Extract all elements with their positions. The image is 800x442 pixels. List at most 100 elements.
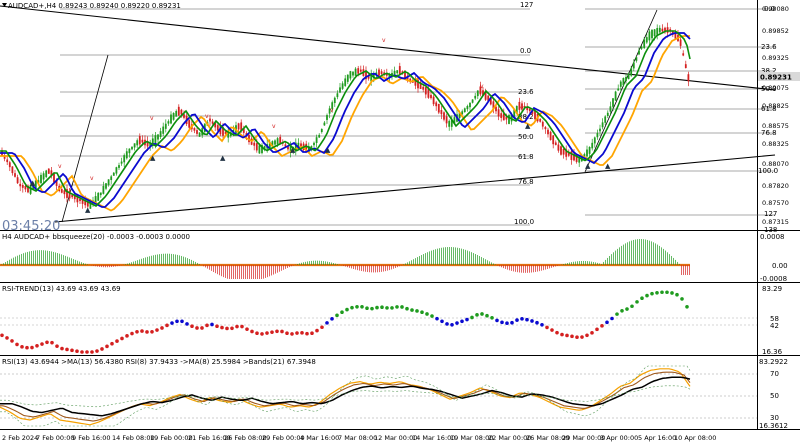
- candle-body: [68, 191, 71, 199]
- candle-body: [253, 142, 256, 146]
- bbsqueeze-scale: 0.0008 0.00 -0.0008: [760, 233, 788, 283]
- ma-fast-line: [0, 32, 691, 208]
- bbsqueeze-bar: [665, 250, 666, 265]
- candle-body: [515, 106, 518, 114]
- bbsqueeze-bar: [623, 244, 624, 265]
- bbsqueeze-bar: [187, 258, 188, 265]
- bbsqueeze-bar: [305, 261, 306, 265]
- rsi-trend-dot: [300, 331, 304, 335]
- candle-body: [21, 184, 24, 188]
- candle-body: [16, 177, 19, 184]
- bbsqueeze-bar: [127, 263, 128, 265]
- candle-body: [432, 96, 435, 105]
- support-trendline[interactable]: [54, 154, 776, 223]
- candle-body: [591, 142, 594, 149]
- rsi-trend-dot: [450, 323, 454, 327]
- candle-body: [482, 90, 484, 96]
- rsi-trend-dot: [645, 293, 649, 298]
- candle-body: [318, 134, 321, 138]
- rsi-trend-dot: [490, 316, 494, 320]
- bbsqueeze-bar: [557, 265, 558, 266]
- candle-body: [466, 106, 469, 110]
- bbsqueeze-bar: [489, 261, 490, 265]
- candle-body: [567, 153, 570, 156]
- rsi-trend-dot: [515, 318, 519, 322]
- bbsqueeze-bar: [95, 265, 96, 267]
- bbsqueeze-title: H4 AUDCAD+ bbsqueeze(20) -0.0003 -0.0003…: [2, 233, 190, 241]
- fibonacci-right[interactable]: [585, 8, 775, 216]
- rsi-trend-dot: [425, 312, 429, 316]
- bbsqueeze-bar: [595, 262, 596, 265]
- candle-body: [658, 27, 661, 33]
- candle-body: [422, 86, 425, 90]
- rsi-trend-dot: [320, 325, 324, 330]
- rsi-trend-dot: [150, 330, 154, 334]
- time-axis-label: 7 Feb 00:00: [36, 434, 75, 442]
- rsi-trend-dot: [430, 314, 434, 318]
- candle-body: [55, 180, 58, 186]
- rsi-trend-dot: [575, 335, 579, 340]
- bbsqueeze-bar: [597, 262, 598, 265]
- candle-body: [526, 107, 529, 111]
- candle-body: [414, 79, 417, 86]
- rsi-13-line: [0, 368, 691, 426]
- candle-body: [159, 131, 162, 138]
- rsi-trend-dot: [440, 319, 444, 324]
- dropdown-triangle-icon[interactable]: [2, 3, 7, 7]
- rsi-trend-dot: [520, 317, 524, 321]
- time-axis-label: 19 Feb 00:00: [150, 434, 193, 442]
- sell-signal-marker: v: [330, 107, 334, 114]
- price-scale[interactable]: 0.90080 0.89852 0.89325 0.89075 0.88825 0.885…: [762, 5, 789, 226]
- bbsqueeze-bar: [297, 263, 298, 265]
- candle-body: [388, 73, 391, 78]
- rsi-trend-dot: [555, 330, 559, 335]
- rsi-trend-dot: [585, 333, 589, 338]
- time-axis-label: 9 Feb 16:00: [72, 434, 111, 442]
- candle-body: [263, 145, 266, 150]
- bbsqueeze-bar: [503, 265, 504, 269]
- bbsqueeze-bar: [521, 265, 522, 273]
- bbsqueeze-bar: [315, 260, 316, 265]
- bbsqueeze-bar: [35, 250, 36, 265]
- trendlines[interactable]: [0, 5, 776, 223]
- bbsqueeze-bar: [483, 258, 484, 265]
- bbsqueeze-bar: [319, 260, 320, 265]
- bbsqueeze-bar: [105, 265, 106, 268]
- candle-body: [528, 108, 531, 111]
- bbsqueeze-bar: [603, 261, 604, 265]
- bbsqueeze-bar: [309, 261, 310, 265]
- fibonacci-left[interactable]: [60, 8, 530, 226]
- bbsqueeze-bar: [585, 261, 586, 265]
- price-scale-label: 0.87570: [762, 199, 789, 207]
- candle-body: [313, 142, 315, 146]
- rsi-trend-dot: [500, 320, 504, 325]
- rsi-axis-83: 83.2922: [759, 358, 788, 366]
- signal-markers: v v v v v v v v v ▲ ▲ ▲ ▲ ▲ ▲ ▲ ▲ ▲: [30, 37, 611, 214]
- candle-body: [539, 118, 542, 122]
- bbsqueeze-bar: [581, 260, 582, 265]
- rsi-trend-dot: [495, 318, 499, 323]
- bbsqueeze-bar: [55, 252, 56, 265]
- rsi-trend-dot: [145, 330, 149, 334]
- bbsqueeze-bar: [63, 255, 64, 265]
- bbsqueeze-bar: [479, 256, 480, 265]
- bbsqueeze-bar: [565, 263, 566, 265]
- bbsqueeze-bar: [577, 261, 578, 265]
- ma-mid-line: [0, 30, 691, 207]
- candle-body: [645, 37, 648, 43]
- bbsqueeze-bar: [47, 250, 48, 265]
- candle-body: [424, 87, 427, 95]
- bbsqueeze-bar: [515, 265, 516, 272]
- resistance-trendline[interactable]: [0, 5, 776, 91]
- candle-body: [274, 140, 276, 145]
- bbsqueeze-bar: [259, 265, 260, 279]
- candle-body: [596, 133, 599, 138]
- bbsqueeze-bar: [651, 241, 652, 265]
- bbsqueeze-bar: [457, 247, 458, 265]
- rsi-trend-dot: [505, 321, 509, 326]
- price-scale-label: 0.89325: [762, 54, 789, 62]
- candle-body: [110, 176, 113, 181]
- candle-body: [430, 94, 432, 99]
